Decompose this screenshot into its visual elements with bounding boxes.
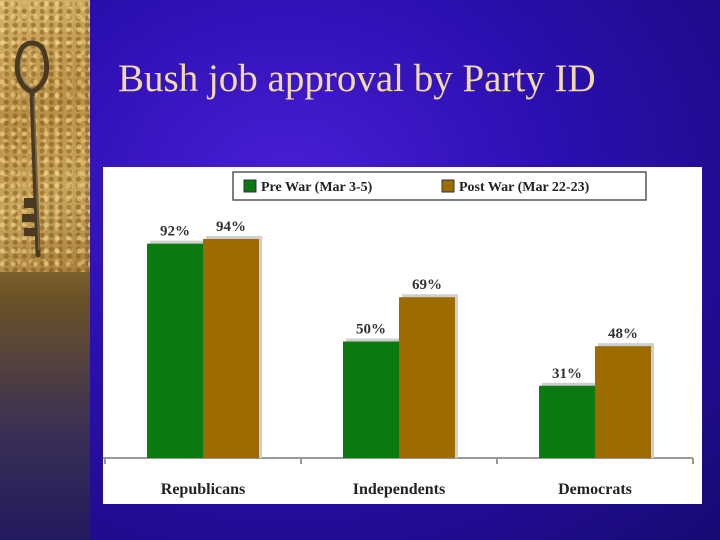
bar-republicans-pre-war bbox=[147, 243, 203, 458]
legend-text-pre-war: Pre War (Mar 3-5) bbox=[261, 180, 373, 195]
bar-independents-pre-war bbox=[343, 341, 399, 458]
bar-independents-post-war bbox=[399, 297, 455, 458]
bar-democrats-post-war bbox=[595, 346, 651, 458]
category-labels-group: Republicans Independents Democrats bbox=[161, 481, 632, 498]
legend-swatch-post-war bbox=[441, 179, 455, 193]
bar-value-label: 92% bbox=[160, 224, 190, 240]
x-axis-ticks bbox=[104, 458, 694, 464]
category-label-independents: Independents bbox=[353, 481, 445, 498]
bar-labels-group: 92% 94% 50% 69% 31% 48% bbox=[160, 219, 638, 382]
key-icon bbox=[14, 40, 50, 258]
legend-text-post-war: Post War (Mar 22-23) bbox=[459, 180, 590, 195]
bars-group bbox=[147, 235, 654, 458]
legend: Pre War (Mar 3-5) Post War (Mar 22-23) bbox=[232, 171, 647, 201]
sand-background bbox=[0, 0, 90, 272]
bar-value-label: 94% bbox=[216, 219, 246, 235]
bar-value-label: 48% bbox=[608, 326, 638, 342]
bar-chart: Pre War (Mar 3-5) Post War (Mar 22-23) 9… bbox=[103, 171, 694, 498]
bar-value-label: 31% bbox=[552, 366, 582, 382]
bar-republicans-post-war bbox=[203, 238, 259, 458]
category-label-democrats: Democrats bbox=[558, 481, 632, 498]
chart-panel: Pre War (Mar 3-5) Post War (Mar 22-23) 9… bbox=[103, 167, 702, 504]
slide-title: Bush job approval by Party ID bbox=[118, 57, 596, 100]
category-label-republicans: Republicans bbox=[161, 481, 245, 498]
bar-value-label: 69% bbox=[412, 277, 442, 293]
bar-value-label: 50% bbox=[356, 322, 386, 338]
bar-democrats-pre-war bbox=[539, 385, 595, 458]
legend-swatch-pre-war bbox=[243, 179, 257, 193]
